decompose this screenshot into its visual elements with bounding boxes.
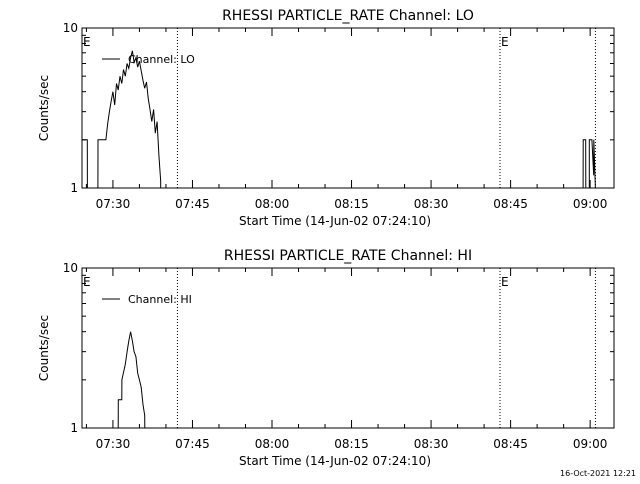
- x-tick-label: 09:00: [573, 197, 608, 211]
- y-axis-label: Counts/sec: [37, 75, 51, 141]
- legend-label: Channel: LO: [128, 53, 195, 66]
- y-tick-label: 10: [63, 21, 78, 35]
- y-tick-label: 1: [70, 181, 78, 195]
- legend-label: Channel: HI: [128, 293, 192, 306]
- footer-timestamp: 16-Oct-2021 12:21: [560, 469, 636, 478]
- x-tick-label: 08:45: [493, 197, 528, 211]
- x-tick-label: 08:15: [334, 197, 369, 211]
- x-tick-label: 07:45: [175, 437, 210, 451]
- y-axis-label: Counts/sec: [37, 315, 51, 381]
- plot-frame: [81, 267, 615, 429]
- y-tick-label: 1: [70, 421, 78, 435]
- x-tick-label: 07:45: [175, 197, 210, 211]
- event-marker: E: [83, 35, 91, 49]
- event-marker: E: [83, 275, 91, 289]
- x-tick-label: 08:30: [414, 197, 449, 211]
- x-tick-label: 07:30: [96, 197, 131, 211]
- x-tick-label: 09:00: [573, 437, 608, 451]
- x-tick-label: 08:45: [493, 437, 528, 451]
- x-axis-label: Start Time (14-Jun-02 07:24:10): [239, 214, 431, 228]
- plot-frame: [81, 27, 615, 189]
- x-tick-label: 08:00: [255, 197, 290, 211]
- event-marker: E: [501, 275, 509, 289]
- x-tick-label: 08:00: [255, 437, 290, 451]
- series-line: [117, 331, 146, 429]
- y-tick-label: 10: [63, 261, 78, 275]
- chart-title: RHESSI PARTICLE_RATE Channel: LO: [222, 8, 474, 24]
- x-tick-label: 08:15: [334, 437, 369, 451]
- event-marker: E: [501, 35, 509, 49]
- series-line: [82, 50, 596, 189]
- x-tick-label: 07:30: [96, 437, 131, 451]
- chart-title: RHESSI PARTICLE_RATE Channel: HI: [224, 248, 472, 264]
- x-axis-label: Start Time (14-Jun-02 07:24:10): [239, 454, 431, 468]
- x-tick-label: 08:30: [414, 437, 449, 451]
